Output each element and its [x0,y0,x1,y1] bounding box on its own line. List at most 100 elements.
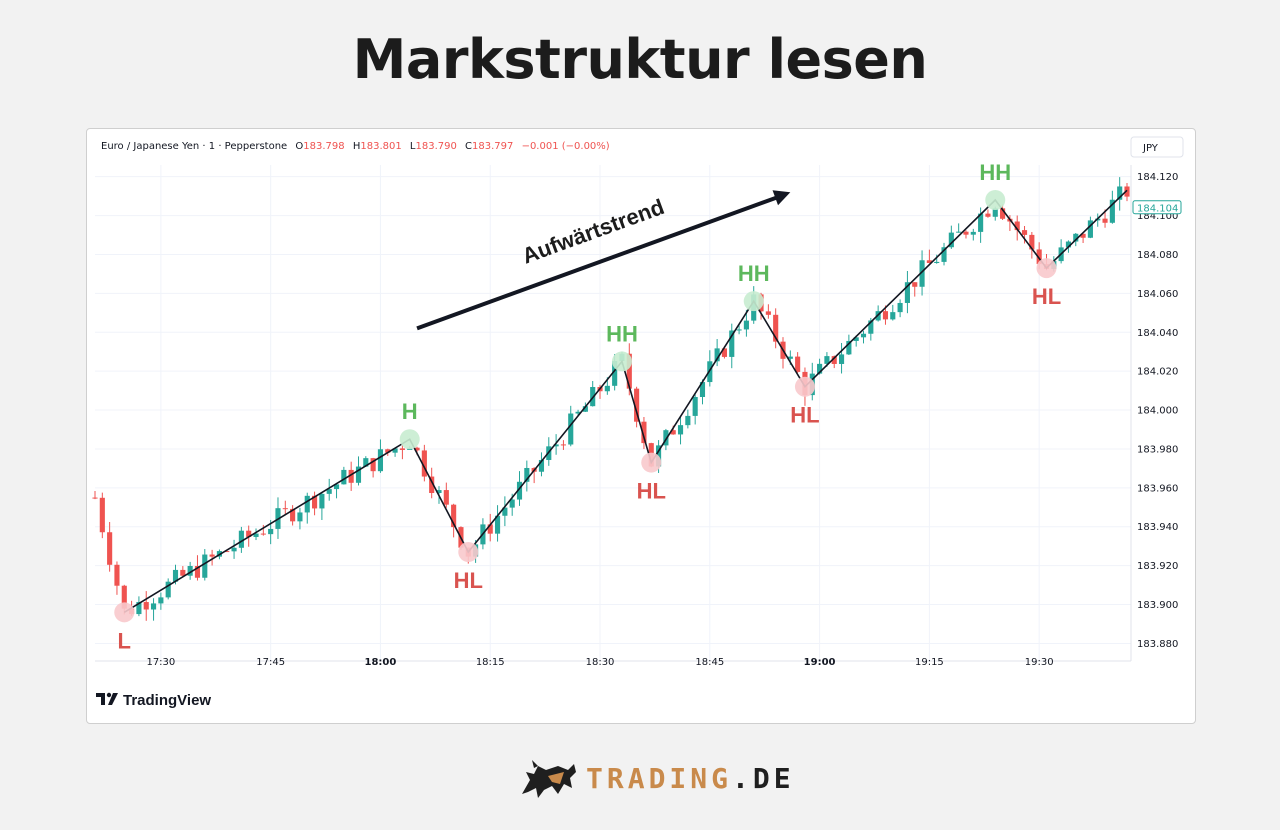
candle-up [729,330,735,357]
candle-down [1000,208,1006,219]
candle-down [912,282,918,287]
ohlc-header: Euro / Japanese Yen · 1 · Pepperstone O1… [101,141,610,152]
structure-line [123,189,1128,614]
candle-down [765,311,771,315]
time-axis-label: 18:45 [695,657,724,668]
trend-arrow-head [772,190,791,206]
candle-up [919,260,925,287]
candle-up [304,495,310,513]
candle-up [333,484,340,490]
time-axis-label: 18:00 [365,657,397,668]
candle-up [934,261,940,264]
candle-down [1080,233,1086,238]
candle-down [721,348,728,357]
candle-down [641,421,647,444]
candle-down [963,231,969,235]
candle-up [890,312,896,320]
candle-down [926,260,932,264]
swing-high-label: HH [979,160,1011,185]
candle-up [524,467,530,482]
currency-label: JPY [1142,143,1159,154]
candle-up [202,554,208,578]
trading-de-logo[interactable]: TRADING.DE [518,752,795,804]
candle-up [853,337,859,341]
candle-up [1109,199,1115,223]
candle-up [992,208,998,217]
candle-up [787,356,793,359]
candle-up [165,581,171,598]
price-chart[interactable]: L H HL HH HL HH HL HH HL Aufwärtstrend Euro / Jap… [87,129,1195,723]
swing-high-label: H [402,399,418,424]
candle-up [297,512,303,522]
candle-down [626,353,632,389]
candle-up [1087,220,1093,238]
tradingview-logo[interactable]: TradingView [96,692,211,709]
candle-down [312,495,318,509]
candle-up [238,530,244,548]
candle-down [194,566,201,578]
candle-down [560,444,566,446]
swing-high-label: HH [738,261,770,286]
candle-up [941,247,947,262]
candle-up [897,302,903,313]
candle-down [224,551,230,553]
price-axis-label: 183.880 [1137,639,1178,650]
time-axis-label: 19:15 [915,657,944,668]
swing-low-label: HL [790,403,819,428]
swing-low-marker [458,542,479,563]
candle-up [1073,233,1079,242]
time-axis[interactable]: 17:30 17:45 18:00 18:15 18:30 18:45 19:00 19:15… [146,657,1053,668]
candle-up [341,469,347,485]
candle-up [1117,186,1123,200]
currency-button[interactable] [1130,136,1184,158]
candle-up [187,566,193,576]
candle-down [107,532,113,565]
candle-down [282,508,288,510]
price-axis-label: 184.060 [1137,289,1178,300]
chart-card[interactable]: L H HL HH HL HH HL HH HL Aufwärtstrend Euro / Jap… [86,128,1196,724]
candle-down [114,564,120,586]
candle-up [377,449,384,472]
candle-up [978,213,984,232]
candle-up [538,459,545,472]
candle-down [1014,221,1020,231]
time-axis-label: 17:45 [256,657,285,668]
candle-down [634,388,640,422]
candle-down [1036,249,1042,265]
price-axis[interactable]: 184.120 184.100 184.080 184.060 184.040 184.0… [1137,172,1178,650]
candle-down [487,524,493,534]
tradingview-wordmark: TradingView [123,692,211,709]
candle-down [1102,218,1108,223]
candle-up [172,569,179,582]
candle-up [516,481,523,500]
candle-down [121,585,127,609]
candle-up [699,382,706,398]
candle-down [1029,234,1035,250]
candle-down [1124,186,1130,197]
time-axis-label: 18:30 [586,657,615,668]
candle-down [385,449,391,453]
candle-up [502,507,508,516]
candle-up [970,231,976,235]
candle-up [824,356,830,364]
candle-down [370,458,376,472]
swing-low-label: HL [637,479,666,504]
candle-down [1021,230,1028,235]
price-axis-label: 183.920 [1137,561,1178,572]
swing-low-label: HL [1032,284,1061,309]
candle-up [1065,241,1072,248]
swing-low-marker [1036,258,1057,279]
candle-up [575,411,581,414]
price-axis-label: 184.100 [1137,211,1178,222]
bull-icon [522,760,576,798]
candle-up [582,406,588,412]
price-axis-label: 184.120 [1137,172,1178,183]
candle-up [231,547,237,552]
swing-high-marker [399,429,420,450]
candle-up [553,444,559,447]
swing-high-marker [985,190,1006,211]
time-axis-label: 19:30 [1025,657,1054,668]
candle-up [568,413,574,445]
price-axis-label: 183.940 [1137,522,1178,533]
candle-up [838,354,845,364]
